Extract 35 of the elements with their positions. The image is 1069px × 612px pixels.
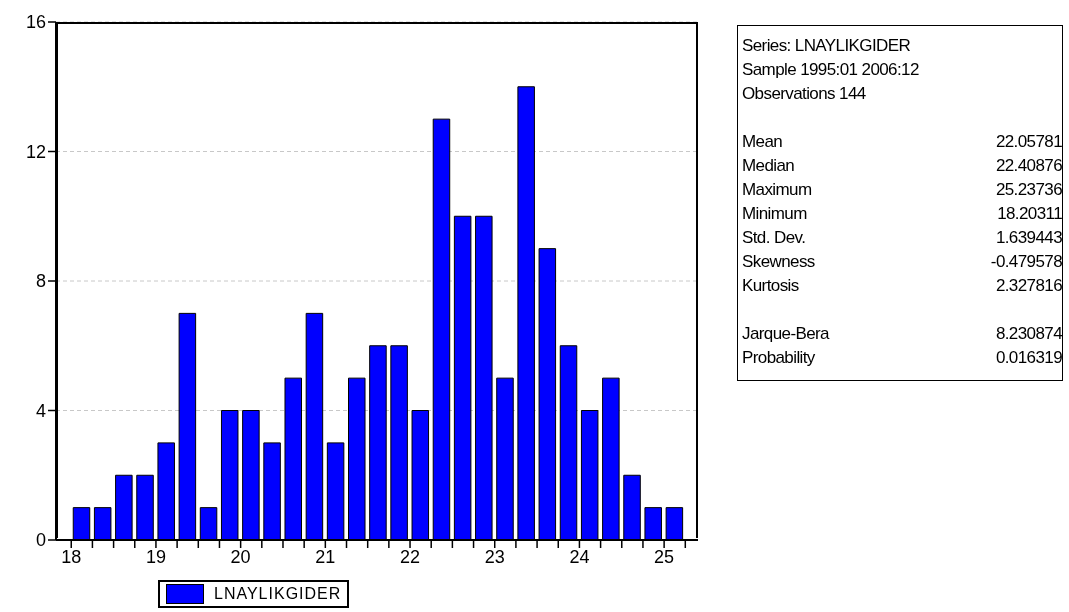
x-tick-label: 24	[569, 546, 590, 567]
data-label: 25.23736	[995, 179, 1062, 201]
category-label: Skewness	[742, 251, 815, 273]
x-tick-label: 22	[400, 546, 421, 567]
category-label: Kurtosis	[742, 275, 799, 297]
category-label: Median	[742, 155, 795, 177]
x-tick-label: 18	[61, 546, 82, 567]
text: Sample 1995:01 2006:12	[742, 59, 920, 81]
y-tick-label: 16	[25, 12, 46, 33]
data-label: 22.40876	[995, 155, 1062, 177]
x-tick-label: 21	[315, 546, 336, 567]
data-label: 8.230874	[995, 323, 1062, 345]
data-label: 0.016319	[995, 347, 1062, 369]
x-tick-label: 20	[230, 546, 251, 567]
data-label: 22.05781	[995, 131, 1062, 153]
category-label: Std. Dev.	[742, 227, 806, 249]
category-label: Probability	[742, 347, 815, 369]
data-label: -0.479578	[990, 251, 1062, 273]
x-tick-label: 25	[654, 546, 675, 567]
category-label: Jarque-Bera	[742, 323, 829, 345]
data-label: 18.20311	[997, 203, 1062, 225]
x-tick-label: 19	[145, 546, 166, 567]
y-tick-label: 4	[35, 400, 46, 421]
data-label: 2.327816	[995, 275, 1062, 297]
data-label: 1.639443	[995, 227, 1062, 249]
y-tick-label: 8	[35, 271, 46, 292]
category-label: Minimum	[742, 203, 807, 225]
x-tick-label: 23	[484, 546, 505, 567]
legend-label: LNAYLIKGIDER	[158, 580, 350, 608]
text: Observations 144	[742, 83, 867, 105]
category-label: Maximum	[742, 179, 812, 201]
category-label: Mean	[742, 131, 783, 153]
y-tick-label: 0	[35, 530, 46, 551]
y-tick-label: 12	[25, 141, 46, 162]
text: Series: LNAYLIKGIDER	[742, 35, 912, 57]
